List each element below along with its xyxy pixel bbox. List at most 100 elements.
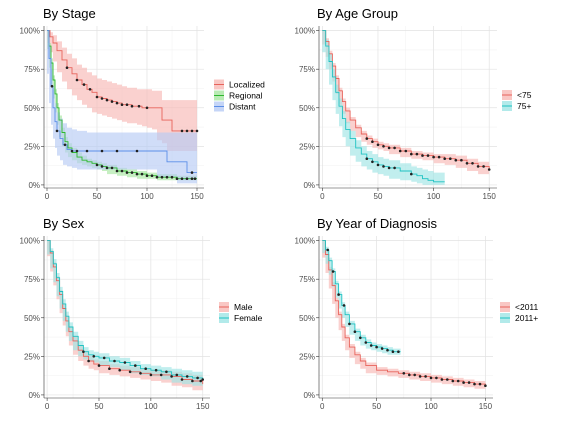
censor-mark	[478, 382, 482, 386]
censor-mark	[100, 97, 104, 100]
censor-mark	[387, 146, 391, 150]
y-tick-label: 0%	[303, 391, 315, 400]
legend-label: 2011+	[515, 313, 538, 323]
censor-mark	[195, 129, 199, 133]
y-tick-label: 0%	[28, 391, 40, 400]
survival-line-2	[47, 240, 204, 380]
chart-title: By Year of Diagnosis	[317, 216, 437, 231]
censor-mark	[326, 248, 330, 252]
censor-mark	[92, 355, 96, 358]
censor-mark	[190, 129, 194, 133]
censor-mark	[180, 378, 184, 381]
censor-mark	[380, 347, 384, 350]
x-tick-label: 50	[374, 192, 383, 201]
censor-mark	[113, 359, 116, 363]
censor-mark	[139, 372, 142, 375]
censor-mark	[418, 375, 422, 378]
censor-mark	[482, 165, 485, 168]
x-tick-label: 150	[190, 192, 204, 201]
y-tick-label: 75%	[24, 65, 40, 74]
censor-mark	[170, 175, 174, 179]
censor-mark	[110, 166, 114, 170]
censor-mark	[371, 160, 374, 164]
x-tick-label: 150	[196, 402, 210, 411]
censor-mark	[421, 154, 424, 157]
censor-mark	[456, 379, 460, 383]
censor-mark	[484, 384, 487, 388]
censor-mark	[155, 175, 159, 179]
x-tick-label: 150	[483, 192, 497, 201]
censor-mark	[180, 177, 184, 180]
legend-label: Male	[234, 302, 253, 312]
censor-mark	[353, 330, 357, 334]
censor-mark	[120, 169, 124, 173]
legend-label: 75+	[517, 101, 531, 111]
censor-mark	[135, 172, 139, 176]
confidence-band-3	[47, 30, 197, 184]
censor-mark	[476, 165, 480, 168]
censor-mark	[369, 344, 373, 347]
chart-title: By Sex	[43, 216, 85, 231]
censor-mark	[382, 145, 385, 148]
censor-mark	[144, 367, 147, 371]
censor-mark	[123, 361, 127, 364]
chart-title: By Age Group	[317, 6, 398, 21]
censor-mark	[95, 163, 99, 167]
y-tick-label: 75%	[299, 275, 315, 284]
censor-mark	[105, 166, 109, 170]
censor-mark	[115, 169, 119, 173]
x-tick-label: 100	[144, 402, 158, 411]
chart-panel-2: 0% 25% 50% 75% 100% 0 50 100 150 By Age Group <757…	[295, 6, 532, 201]
censor-mark	[454, 158, 458, 162]
censor-mark	[473, 382, 476, 386]
x-tick-label: 0	[45, 192, 50, 201]
censor-mark	[154, 368, 158, 372]
censor-mark	[115, 149, 119, 153]
censor-mark	[88, 88, 92, 91]
x-tick-label: 150	[479, 402, 493, 411]
confidence-band-2	[47, 240, 203, 386]
censor-mark	[359, 336, 362, 340]
censor-mark	[102, 356, 106, 360]
censor-mark	[193, 177, 197, 180]
censor-mark	[451, 379, 455, 383]
censor-mark	[342, 304, 346, 307]
censor-mark	[100, 149, 104, 153]
censor-mark	[426, 154, 430, 157]
censor-mark	[108, 367, 111, 371]
censor-mark	[191, 379, 194, 383]
censor-mark	[465, 162, 469, 165]
y-tick-label: 100%	[20, 27, 40, 36]
y-tick-label: 50%	[299, 314, 315, 323]
censor-mark	[398, 149, 402, 153]
confidence-band-1	[47, 30, 197, 152]
censor-mark	[150, 174, 154, 177]
censor-mark	[460, 158, 463, 162]
censor-mark	[196, 376, 199, 380]
censor-mark	[185, 375, 189, 378]
y-tick-label: 0%	[28, 181, 40, 190]
censor-mark	[386, 348, 389, 352]
censor-mark	[375, 345, 378, 349]
y-tick-label: 75%	[299, 65, 315, 74]
censor-mark	[364, 341, 368, 344]
confidence-band-2	[322, 30, 445, 185]
censor-mark	[180, 129, 184, 133]
censor-mark	[105, 98, 109, 102]
censor-mark	[201, 378, 204, 381]
confidence-band-1	[322, 30, 490, 175]
censor-mark	[185, 129, 189, 133]
censor-mark	[165, 370, 168, 374]
censor-mark	[95, 95, 99, 99]
censor-mark	[50, 84, 54, 88]
chart-panel-1: 0% 25% 50% 75% 100% 0 50 100 150 By Stage Localize…	[20, 6, 266, 201]
censor-mark	[424, 375, 427, 378]
y-tick-label: 50%	[24, 104, 40, 113]
censor-mark	[371, 140, 374, 143]
censor-mark	[130, 104, 134, 108]
censor-mark	[145, 174, 149, 177]
censor-mark	[391, 350, 395, 354]
survival-line-2	[322, 240, 401, 353]
